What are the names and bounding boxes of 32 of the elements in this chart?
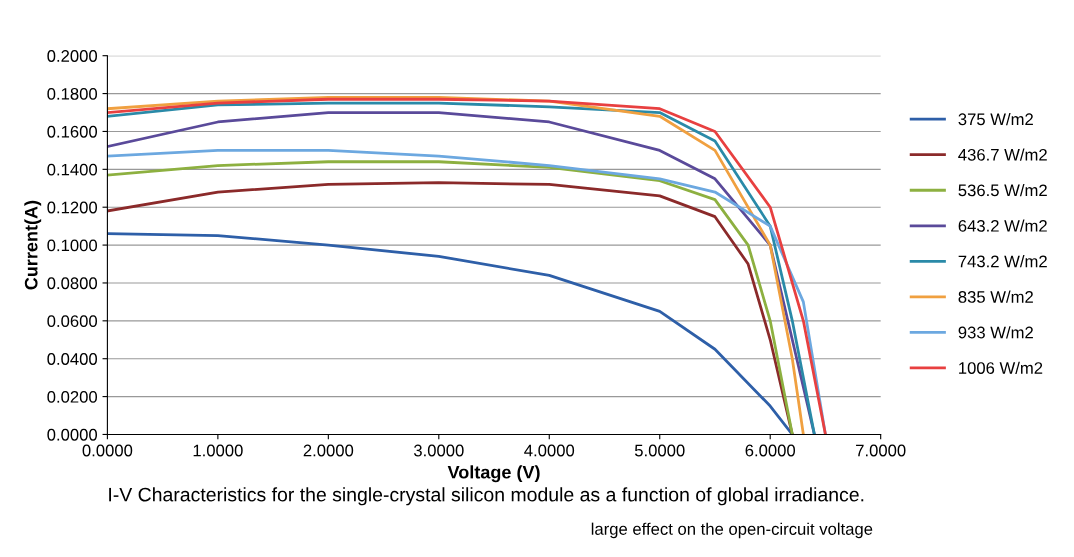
x-tick-label: 2.0000 bbox=[303, 444, 354, 457]
y-tick-label: 0.0200 bbox=[47, 390, 98, 403]
legend-label: 375 W/m2 bbox=[958, 112, 1033, 126]
x-tick-label: 5.0000 bbox=[634, 444, 685, 457]
legend-label: 643.2 W/m2 bbox=[958, 219, 1047, 232]
y-axis-title: Current(A) bbox=[24, 200, 42, 290]
x-tick-label: 3.0000 bbox=[413, 444, 464, 457]
legend-label: 743.2 W/m2 bbox=[958, 255, 1047, 268]
legend-label: 436.7 W/m2 bbox=[958, 148, 1047, 161]
text: large effect on the open-circuit voltage bbox=[591, 522, 873, 539]
y-tick-label: 0.1400 bbox=[47, 163, 98, 176]
legend-label: 835 W/m2 bbox=[958, 290, 1033, 303]
y-tick-label: 0.1800 bbox=[47, 87, 98, 100]
y-tick-label: 0.1200 bbox=[47, 201, 98, 214]
y-tick-label: 0.1000 bbox=[47, 239, 98, 252]
x-axis-title: Voltage (V) bbox=[447, 465, 540, 483]
x-tick-label: 4.0000 bbox=[524, 444, 575, 457]
legend-label: 933 W/m2 bbox=[958, 326, 1033, 339]
line-series bbox=[107, 232, 794, 435]
y-tick-label: 0.2000 bbox=[47, 50, 98, 62]
x-tick-label: 1.0000 bbox=[193, 444, 243, 457]
y-tick-label: 0.0400 bbox=[47, 353, 98, 365]
y-tick-label: 0.1600 bbox=[47, 125, 98, 138]
y-tick-label: 0.0000 bbox=[47, 428, 98, 441]
text: I-V Characteristics for the single-crystal silicon module as a function of global irradiance. bbox=[109, 487, 864, 506]
x-tick-label: 6.0000 bbox=[745, 444, 796, 457]
x-tick-label: 7.0000 bbox=[856, 444, 906, 457]
y-tick-label: 0.0800 bbox=[47, 277, 98, 290]
legend-label: 536.5 W/m2 bbox=[958, 184, 1047, 197]
legend-label: 1006 W/m2 bbox=[959, 361, 1043, 374]
x-tick-label: 0.0000 bbox=[82, 444, 133, 457]
y-tick-label: 0.0600 bbox=[47, 315, 98, 328]
